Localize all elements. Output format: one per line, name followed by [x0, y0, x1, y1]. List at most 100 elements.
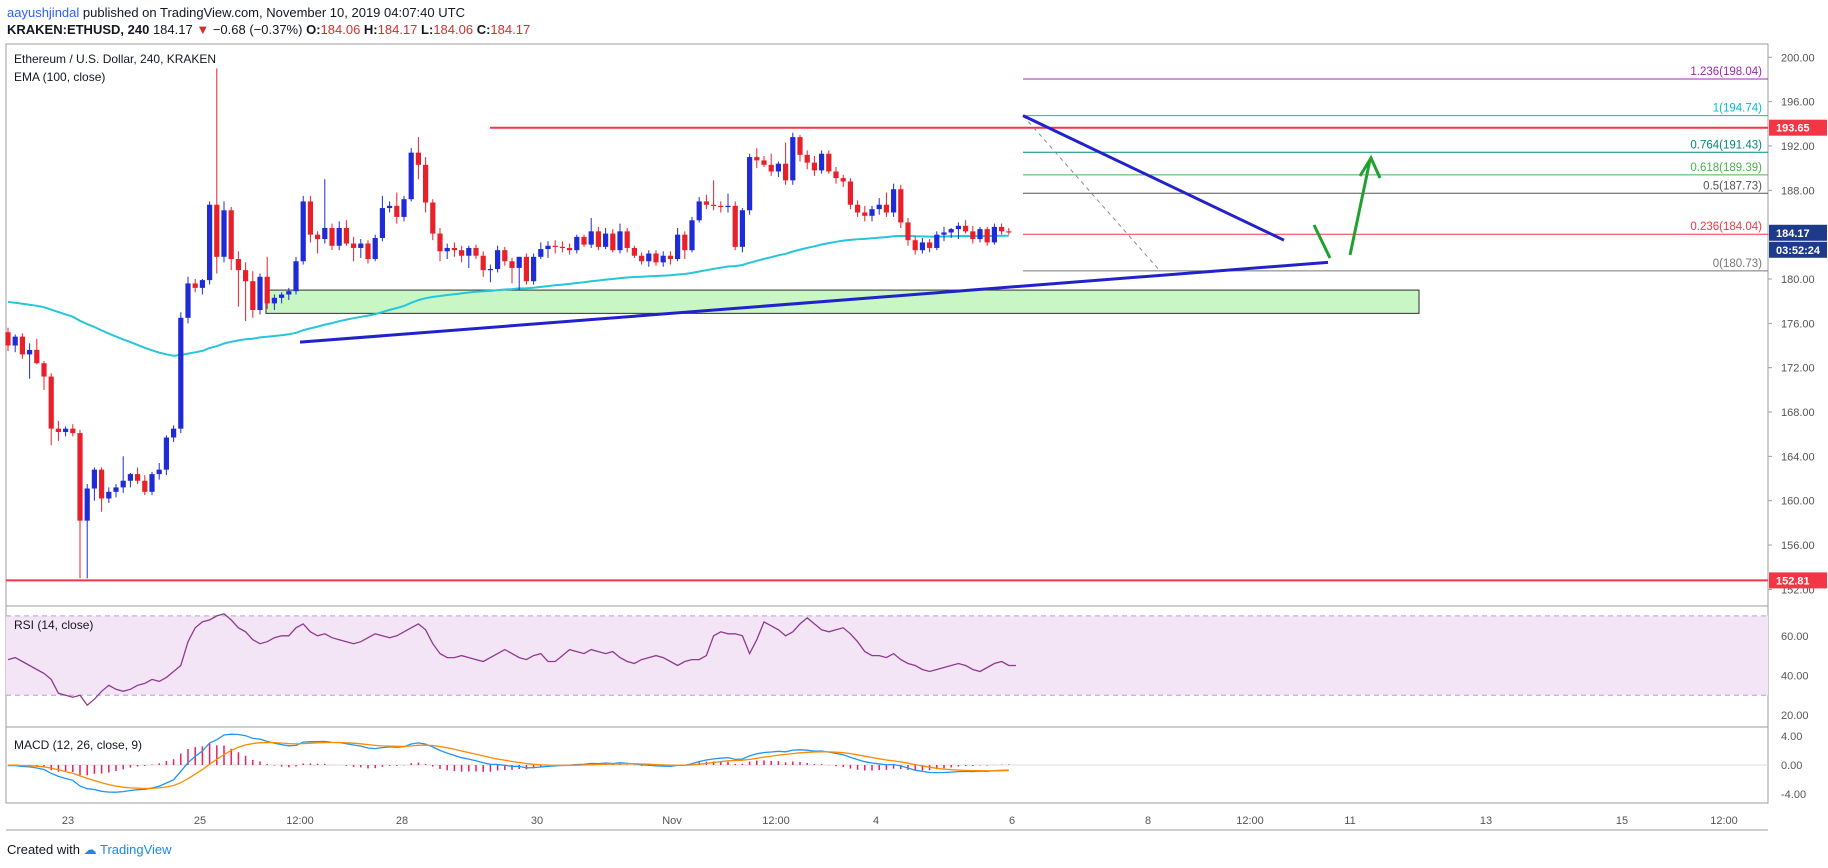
candle-body: [221, 210, 227, 257]
change-value: −0.68 (−0.37%): [212, 22, 303, 37]
candle-body: [739, 210, 745, 247]
macd-tick-label: 0.00: [1781, 760, 1802, 772]
candle-body: [271, 297, 277, 304]
time-tick-label: 30: [531, 815, 543, 827]
candle-body: [653, 253, 659, 263]
candle-body: [811, 162, 817, 171]
candle-body: [595, 231, 601, 247]
candle-body: [905, 222, 911, 241]
candle-body: [984, 229, 990, 243]
candle-body: [487, 269, 493, 271]
candle-body: [603, 233, 609, 247]
macd-signal-line: [7, 741, 1009, 790]
candle-body: [991, 226, 997, 243]
time-tick-label: Nov: [662, 815, 682, 827]
candle-body: [610, 233, 616, 251]
high-label: H:: [363, 22, 378, 37]
candle-body: [559, 246, 565, 249]
low-value: 184.06: [433, 22, 474, 37]
candle-body: [214, 204, 220, 257]
fib-diagonal: [1022, 115, 1161, 272]
candle-body: [502, 250, 508, 262]
candle-body: [99, 469, 105, 499]
candle-body: [235, 259, 241, 271]
candle-body: [840, 178, 846, 182]
candle-body: [999, 226, 1005, 232]
candle-body: [912, 240, 918, 251]
price-tick-label: 172.00: [1781, 363, 1815, 375]
candle-body: [682, 234, 688, 251]
open-label: O:: [306, 22, 321, 37]
candle-body: [142, 480, 148, 492]
low-label: L:: [421, 22, 434, 37]
ema-indicator-label: EMA (100, close): [14, 70, 105, 84]
author-link[interactable]: aayushjindal: [7, 5, 80, 20]
change-arrow-icon: ▼: [196, 22, 210, 37]
candle-body: [855, 204, 861, 213]
candle-body: [768, 164, 774, 172]
candle-body: [495, 250, 501, 270]
price-tick-label: 188.00: [1781, 185, 1815, 197]
candle-body: [675, 234, 681, 260]
candle-body: [41, 363, 47, 377]
price-tick-label: 168.00: [1781, 407, 1815, 419]
candle-body: [113, 487, 119, 492]
candle-body: [531, 256, 537, 282]
candle-body: [192, 283, 198, 288]
price-tag-box: [1769, 572, 1827, 589]
close-value: 184.17: [490, 22, 531, 37]
time-tick-label: 12:00: [1710, 815, 1738, 827]
candle-body: [365, 243, 371, 260]
fib-level-label: 0.5(187.73): [1703, 180, 1762, 192]
candle-body: [883, 204, 889, 213]
candle-body: [754, 157, 760, 161]
time-axis: 23 25 12:00 28 30 Nov 12:00 4 6 8 12:00 11 13 15 12:00: [62, 815, 1738, 827]
candle-body: [927, 242, 933, 248]
candle-body: [581, 236, 587, 245]
candle-body: [199, 280, 205, 288]
candle-body: [300, 201, 306, 262]
macd-tick-label: 4.00: [1781, 731, 1802, 743]
candle-body: [55, 428, 61, 432]
price-tick-label: 160.00: [1781, 496, 1815, 508]
candle-body: [70, 428, 76, 434]
candle-body: [207, 204, 213, 281]
candle-body: [343, 228, 349, 244]
candle-body: [149, 474, 155, 492]
candle-body: [862, 212, 868, 216]
candle-body: [660, 255, 666, 263]
candle-body: [639, 255, 645, 262]
projection-arrows: [1312, 154, 1382, 259]
candle-body: [243, 270, 249, 282]
candle-body: [293, 261, 299, 292]
tradingview-brand[interactable]: TradingView: [100, 842, 172, 857]
fib-level-label: 0(180.73): [1713, 258, 1762, 270]
candle-body: [430, 202, 436, 234]
candle-body: [264, 276, 270, 304]
pane-frames: [5, 43, 1769, 831]
high-value: 184.17: [377, 22, 418, 37]
candle-body: [351, 243, 357, 248]
candle-body: [358, 243, 364, 248]
fib-level-label: 1(194.74): [1713, 103, 1762, 115]
projection-arrowhead: [1358, 154, 1382, 179]
created-with-text: Created with: [7, 842, 80, 857]
rsi-band: [6, 615, 1768, 696]
price-tags: 193.65 184.17 03:52:24 152.81: [1769, 119, 1827, 589]
fib-level-label: 1.236(198.04): [1690, 66, 1762, 78]
candle-body: [934, 234, 940, 248]
candle-body: [106, 491, 112, 499]
price-tag-box: [1769, 224, 1827, 241]
price-tick-label: 200.00: [1781, 52, 1815, 64]
candle-body: [783, 163, 789, 181]
candle-body: [567, 247, 573, 251]
candle-body: [315, 234, 321, 240]
price-tag-label: 152.81: [1776, 575, 1810, 587]
candle-body: [523, 256, 529, 282]
rsi-tick-label: 60.00: [1781, 631, 1809, 643]
candle-body: [747, 157, 753, 211]
candle-body: [847, 181, 853, 205]
projection-down-stroke: [1312, 224, 1332, 259]
candle-body: [667, 255, 673, 260]
